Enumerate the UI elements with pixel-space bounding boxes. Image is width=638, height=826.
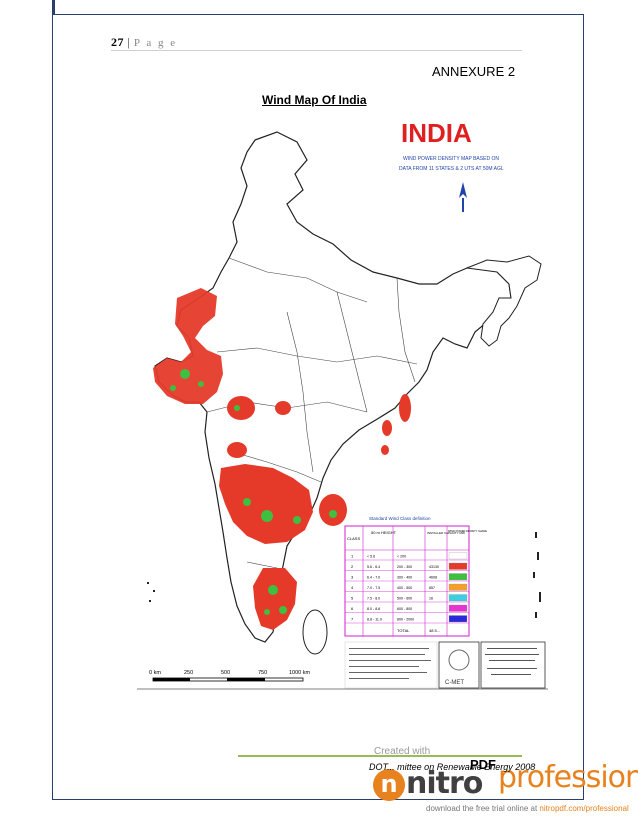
footer-text: DOT... mittee on Renewable Energy 2008 (369, 762, 536, 772)
north-east-outline (465, 255, 542, 347)
legend-row-speed: 7.5 - 8.0 (367, 597, 380, 601)
legend-row-density: 400 - 500 (397, 586, 412, 590)
legend-row-speed: 8.8 - 11.9 (367, 618, 382, 622)
wind-region-tamil-nadu (253, 568, 297, 630)
watermark-brand: nitro (406, 766, 483, 801)
footer-divider (238, 755, 522, 757)
org-logo-box: C-MET (438, 641, 480, 689)
wind-map-svg: INDIA WIND POWER DENSITY MAP BASED ON DA… (137, 118, 548, 690)
watermark-download-link[interactable]: nitropdf.com/professional (539, 804, 629, 813)
legend-row-class: 2 (351, 564, 354, 569)
wind-region-gujarat (153, 288, 223, 404)
page-number-separator: | (127, 35, 131, 49)
scale-label-3: 750 (258, 670, 267, 676)
page-number: 27 | P a g e (111, 35, 177, 50)
legend-row-class: 6 (351, 606, 354, 611)
legend-row-capacity: 857 (429, 586, 435, 590)
annexure-label: ANNEXURE 2 (432, 64, 516, 79)
legend-row-class: 3 (351, 575, 354, 580)
legend-row-class: 5 (351, 596, 354, 601)
wind-region-east-coast (381, 394, 411, 455)
legend-row-density: 300 - 400 (397, 576, 412, 580)
legend-total-label: TOTAL (397, 628, 410, 633)
watermark-edition: professional (498, 760, 638, 795)
sri-lanka-outline (302, 609, 328, 655)
legend-row-capacity: 16 (429, 597, 433, 601)
legend-row-density: 200 - 300 (397, 565, 412, 569)
legend-row-swatch (448, 583, 468, 591)
scale-bar: 0 km 250 500 750 1000 km (149, 670, 311, 682)
notes-block (344, 641, 438, 689)
legend-total-value: 48 5... (429, 628, 440, 633)
legend-row-density: < 200 (397, 555, 406, 559)
watermark-download-text: download the free trial online at (426, 804, 540, 813)
legend-row-density: 600 - 800 (397, 607, 412, 611)
legend-row-swatch (448, 594, 468, 602)
legend-table: Standard Wind Class definition CLASS 50 … (344, 516, 487, 637)
legend-col-shade: WIND POWER DENSITY SHADE (448, 529, 487, 533)
watermark-download[interactable]: download the free trial online at nitrop… (426, 804, 629, 813)
nitro-logo-icon: n (373, 769, 405, 801)
legend-row-swatch (448, 615, 468, 623)
page-number-value: 27 (111, 35, 124, 49)
legend-row-class: 7 (351, 617, 354, 622)
scale-label-4: 1000 km (289, 670, 311, 676)
legend-row-density: 500 - 600 (397, 597, 412, 601)
legend-heading: Standard Wind Class definition (369, 516, 431, 521)
legend-row-density: 800 - 2000 (397, 618, 414, 622)
legend-row-swatch (448, 552, 468, 560)
wind-region-south (219, 464, 347, 544)
map-subtitle-line-1: WIND POWER DENSITY MAP BASED ON (403, 156, 499, 162)
legend-row-speed: < 5.6 (367, 555, 375, 559)
legend-col-height: 50 m HEIGHT (371, 530, 397, 535)
legend-row-class: 4 (351, 585, 354, 590)
wind-map-figure: INDIA WIND POWER DENSITY MAP BASED ON DA… (137, 112, 548, 710)
legend-row-swatch (448, 604, 468, 612)
page-border (52, 14, 584, 800)
legend-row-speed: 6.4 - 7.0 (367, 576, 380, 580)
legend-row-swatch (448, 562, 468, 570)
legend-row-speed: 5.6 - 6.4 (367, 565, 380, 569)
scale-label-2: 500 (221, 670, 230, 676)
map-subtitle-line-2: DATA FROM 11 STATES & 2 UTS AT 50M AGL (399, 166, 504, 172)
scale-label-1: 250 (184, 670, 193, 676)
map-title: Wind Map Of India (262, 93, 367, 107)
org-label: C-MET (445, 680, 464, 686)
lakshadweep-islands (147, 582, 155, 602)
legend-rows: 1 < 5.6 < 200 2 5.6 - 6.4 200 - 300 43130 3 6.4 … (345, 552, 469, 624)
legend-row-capacity: 4608 (429, 576, 437, 580)
page-word: P a g e (133, 37, 178, 49)
wind-region-maharashtra (227, 396, 291, 458)
legend-col-class: CLASS (347, 536, 360, 541)
map-country-label: INDIA (401, 118, 472, 148)
legend-row-swatch (448, 573, 468, 581)
legend-row-speed: 7.0 - 7.5 (367, 586, 380, 590)
legend-row-capacity: 43130 (429, 565, 439, 569)
legend-row-speed: 8.0 - 8.8 (367, 607, 380, 611)
andaman-islands (533, 532, 541, 618)
north-arrow-icon (459, 182, 467, 212)
title-block (480, 641, 546, 689)
header-divider (111, 50, 522, 51)
watermark-pdf-mark: PDF (470, 757, 496, 772)
legend-col-capacity: INSTALLED CAPACITY MW (427, 531, 465, 535)
watermark-created-with: Created with (374, 746, 431, 757)
legend-row-class: 1 (351, 554, 354, 559)
page-border-top-accent (52, 0, 55, 14)
scale-label-0: 0 km (149, 670, 161, 676)
